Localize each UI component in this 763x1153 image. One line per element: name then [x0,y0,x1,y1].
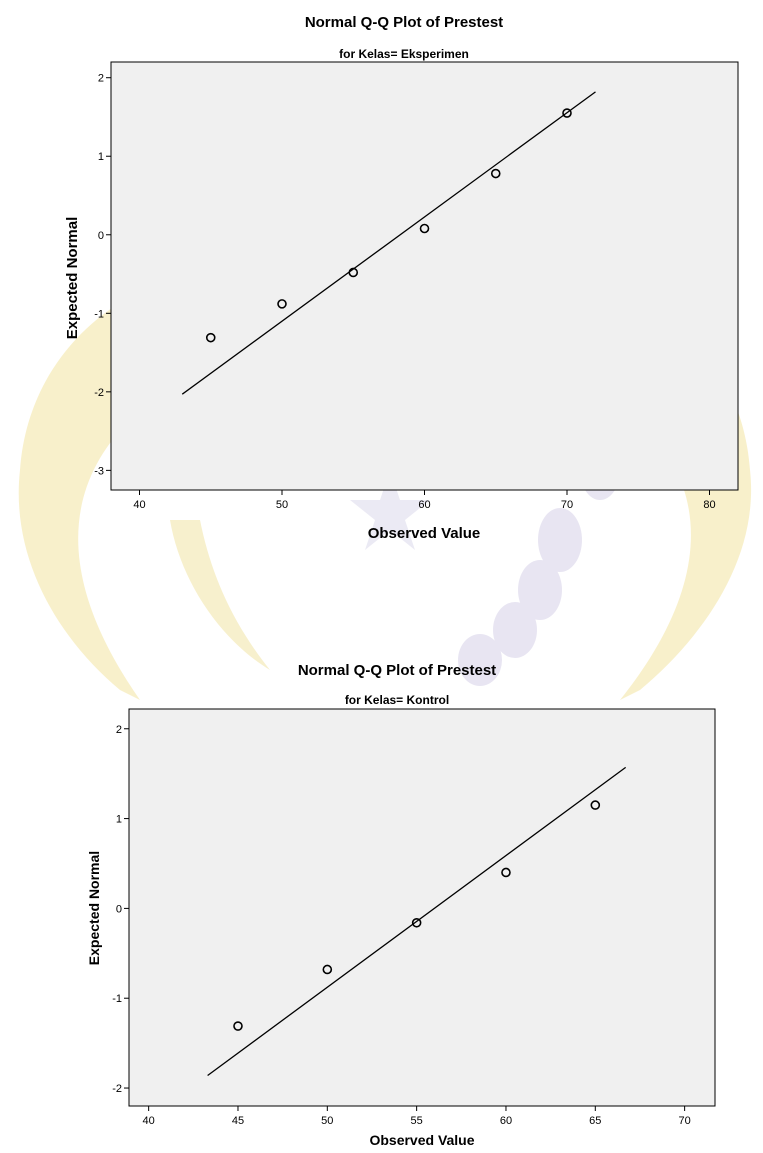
data-point [205,332,216,343]
x-tick-label: 50 [321,1115,333,1127]
reference-line [181,91,596,395]
qq-chart-eksperimen: Normal Q-Q Plot of Prestest for Kelas= E… [64,14,739,542]
data-point [233,1021,243,1031]
data-point [411,917,422,928]
y-tick-label: -1 [112,993,122,1005]
y-tick-label: -2 [112,1083,122,1095]
x-tick-label: 65 [589,1115,601,1127]
y-axis-label: Expected Normal [86,851,102,965]
chart-subtitle: for Kelas= Kontrol [345,693,449,707]
data-point [590,800,601,810]
y-tick-label: -1 [94,308,104,320]
y-tick-label: 1 [116,814,122,826]
x-tick-label: 60 [418,499,430,511]
chart-subtitle: for Kelas= Eksperimen [339,47,469,61]
x-axis-label: Observed Value [369,1132,474,1148]
data-point [277,299,287,309]
y-tick-label: 0 [116,903,122,915]
plot-area [110,61,739,491]
data-point [562,108,572,118]
x-tick-label: 40 [133,499,145,511]
x-tick-label: 80 [703,499,715,511]
y-tick-label: 2 [98,73,104,85]
data-point [490,168,501,179]
x-tick-label: 55 [411,1115,423,1127]
reference-line [207,766,627,1076]
data-point [501,867,511,878]
data-point [419,223,430,234]
y-tick-label: -2 [94,387,104,399]
x-tick-label: 60 [500,1115,512,1127]
x-tick-label: 50 [276,499,288,511]
x-tick-label: 70 [679,1115,691,1127]
x-axis-label: Observed Value [368,525,481,542]
x-tick-label: 40 [143,1115,155,1127]
chart-title: Normal Q-Q Plot of Prestest [305,14,503,31]
plot-area [128,708,716,1107]
qq-chart-kontrol: Normal Q-Q Plot of Prestest for Kelas= K… [86,662,716,1148]
y-tick-label: 2 [116,724,122,736]
x-tick-label: 45 [232,1115,244,1127]
y-tick-label: -3 [94,465,104,477]
data-point [348,267,359,278]
chart-title: Normal Q-Q Plot of Prestest [298,662,496,679]
data-point [322,964,333,975]
x-tick-label: 70 [561,499,573,511]
y-tick-label: 0 [98,230,104,242]
y-tick-label: 1 [98,151,104,163]
y-axis-label: Expected Normal [64,217,81,340]
